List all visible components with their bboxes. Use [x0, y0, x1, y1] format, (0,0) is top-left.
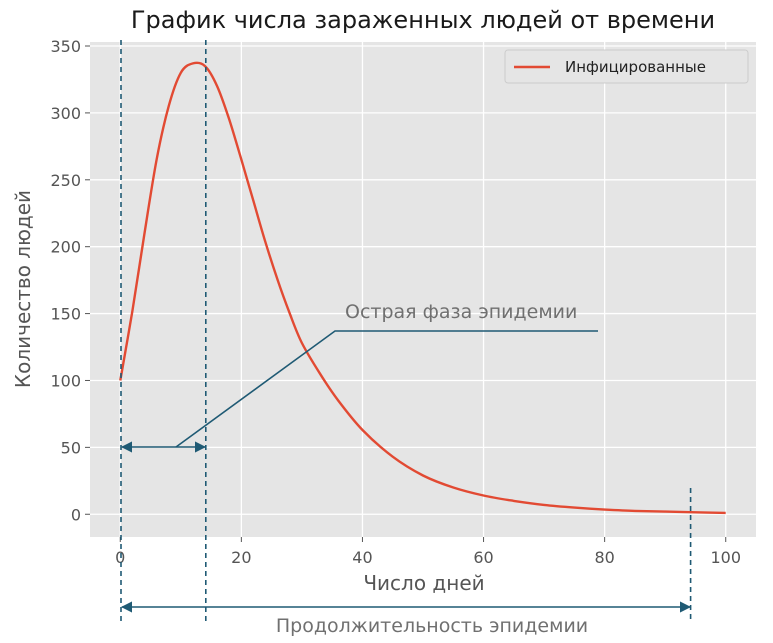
y-tick-label: 300: [50, 104, 81, 123]
acute-phase-label: Острая фаза эпидемии: [345, 301, 577, 323]
x-tick-label: 80: [594, 548, 614, 567]
y-tick-label: 50: [61, 438, 81, 457]
legend-label: Инфицированные: [565, 58, 706, 76]
x-tick-label: 100: [710, 548, 741, 567]
x-tick-label: 60: [473, 548, 493, 567]
grid-lines: [90, 42, 756, 537]
legend: Инфицированные: [504, 49, 749, 84]
chart-title: График числа зараженных людей от времени: [131, 6, 715, 34]
y-axis-ticks: 0 50 100 150 200 250 300 350: [50, 37, 90, 524]
y-tick-label: 350: [50, 37, 81, 56]
legend-box: [504, 49, 749, 84]
y-tick-label: 100: [50, 371, 81, 390]
y-tick-label: 150: [50, 305, 81, 324]
x-tick-label: 40: [352, 548, 372, 567]
x-axis-label: Число дней: [363, 571, 484, 595]
y-axis-label: Количество людей: [11, 190, 35, 388]
acute-phase-leader-line: [175, 330, 598, 448]
y-tick-label: 250: [50, 171, 81, 190]
y-tick-label: 200: [50, 238, 81, 257]
series-line-infected: [119, 61, 726, 515]
x-tick-label: 20: [231, 548, 251, 567]
y-tick-label: 0: [71, 505, 81, 524]
annotation-overlay: Острая фаза эпидемии Продолжительность э…: [120, 40, 692, 637]
epidemic-duration-label: Продолжительность эпидемии: [276, 615, 588, 637]
plot-area: [90, 42, 756, 537]
